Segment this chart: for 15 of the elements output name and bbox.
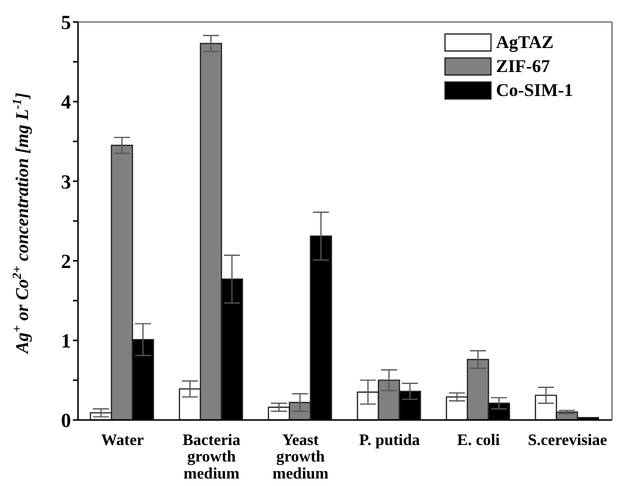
x-tick-label: P. putida [359, 432, 420, 449]
x-tick-label: Bacteria growth medium [182, 432, 240, 482]
x-tick-label: E. coli [457, 432, 500, 449]
y-tick-label: 0 [61, 410, 71, 432]
y-tick-label: 2 [61, 250, 71, 273]
y-tick-label: 3 [61, 171, 71, 194]
y-tick-label: 5 [61, 12, 71, 34]
x-tick-label: Water [101, 432, 144, 449]
x-tick-label: S.cerevisiae [528, 432, 608, 449]
legend-label: ZIF-67 [496, 56, 550, 77]
x-tick-label: Yeast growth medium [272, 432, 330, 482]
legend-label: AgTAZ [496, 32, 554, 53]
y-tick-label: 4 [61, 92, 71, 114]
legend-label: Co-SIM-1 [496, 80, 573, 101]
y-tick-label: 1 [61, 330, 71, 352]
